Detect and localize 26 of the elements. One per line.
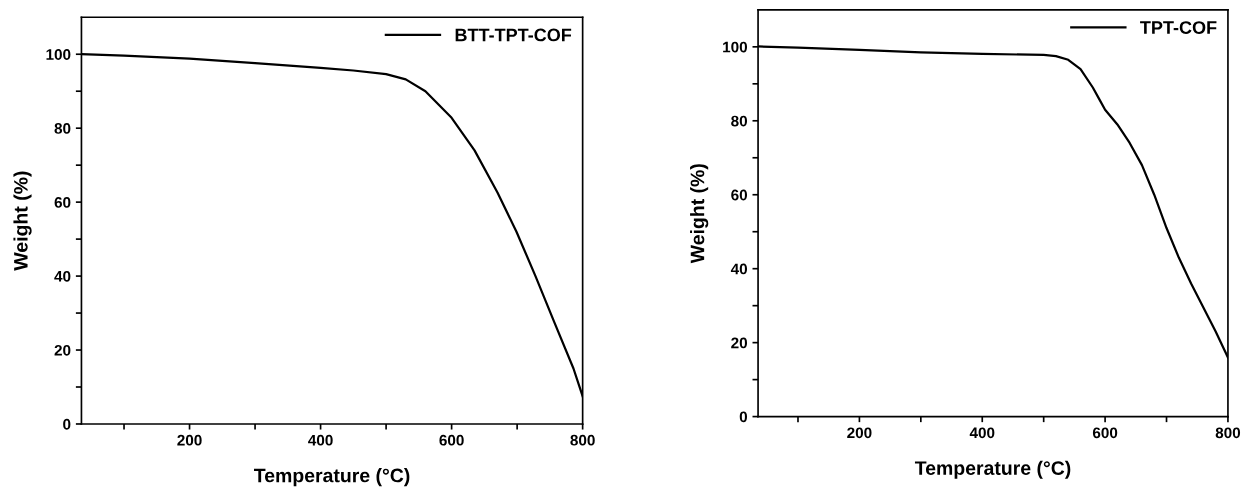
x-axis-title: Temperature (°C) [254,468,410,487]
x-tick-label: 600 [1092,427,1118,439]
y-tick-label: 0 [63,418,71,430]
y-tick-label: 100 [723,41,748,53]
x-tick-label: 600 [439,434,464,446]
y-tick-label: 40 [54,270,71,282]
y-tick-label: 80 [54,123,71,134]
y-tick-label: 80 [731,115,748,127]
y-tick-label: 60 [54,197,71,208]
x-tick-label: 400 [969,427,995,439]
y-tick-label: 20 [54,344,71,356]
y-tick-label: 100 [46,49,71,60]
y-axis-title: Weight (%) [690,164,709,264]
legend-label: BTT-TPT-COF [455,28,572,42]
y-tick-label: 60 [731,189,748,201]
y-axis-title: Weight (%) [13,171,32,271]
x-tick-label: 200 [847,427,872,439]
x-tick-label: 800 [1215,427,1241,439]
x-axis-title: Temperature (°C) [914,460,1071,479]
y-tick-label: 20 [731,337,748,349]
y-tick-label: 0 [739,411,748,423]
x-tick-label: 800 [570,434,595,446]
x-tick-label: 400 [308,434,333,446]
y-tick-label: 40 [730,263,748,275]
x-tick-label: 200 [177,434,202,446]
legend-label: TPT-COF [1140,21,1217,34]
